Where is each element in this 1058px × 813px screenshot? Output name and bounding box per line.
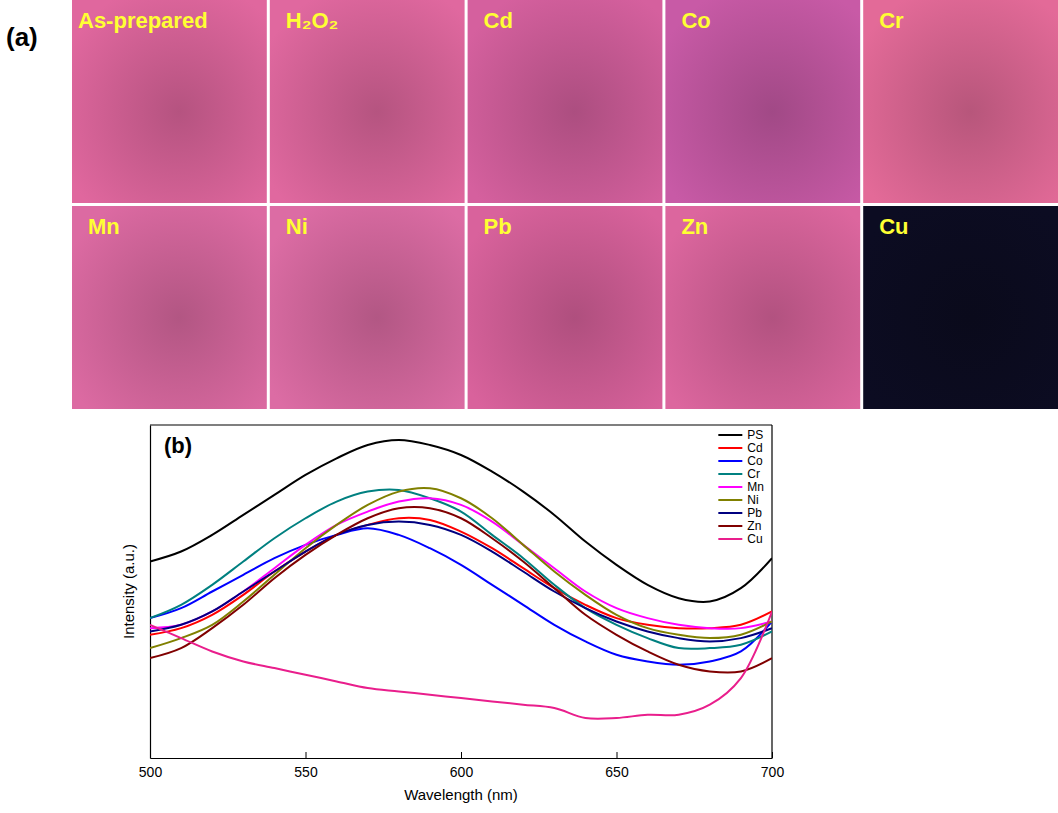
- legend-item: Cd: [718, 441, 762, 455]
- legend-label: Zn: [747, 519, 761, 533]
- photo-label: Ni: [286, 214, 308, 239]
- tick-mark: [461, 752, 462, 758]
- legend-label: Cu: [747, 532, 762, 546]
- legend-swatch: [718, 538, 742, 540]
- photo: [863, 206, 1058, 409]
- photo-tile: Ni: [270, 206, 465, 409]
- legend-swatch: [718, 486, 742, 488]
- legend-label: Ni: [747, 493, 758, 507]
- legend-label: PS: [747, 428, 763, 442]
- photo: [665, 0, 860, 203]
- legend-label: Co: [747, 454, 763, 468]
- tick: 650: [605, 752, 629, 780]
- series-line: [150, 611, 772, 718]
- panel-label: (a): [6, 22, 38, 52]
- photo-label: Cr: [879, 8, 904, 33]
- photo-label: Cu: [879, 214, 908, 239]
- tick-mark: [772, 752, 773, 758]
- tick: 700: [761, 752, 785, 780]
- legend-swatch: [718, 447, 742, 449]
- series-line: [150, 528, 772, 665]
- tick-label: 600: [450, 764, 474, 780]
- tick-label: 650: [605, 764, 629, 780]
- photo: [72, 0, 267, 203]
- photo: [270, 206, 465, 409]
- photo-label: Zn: [681, 214, 708, 239]
- legend-label: Cr: [747, 467, 760, 481]
- legend-label: Cd: [747, 441, 762, 455]
- tick-mark: [306, 752, 307, 758]
- y-axis: [150, 426, 151, 759]
- series-line: [150, 488, 772, 648]
- photo-tile: H₂O₂: [270, 0, 465, 203]
- tick-mark: [617, 752, 618, 758]
- axis-line: [150, 426, 151, 759]
- photo-label: H₂O₂: [286, 8, 339, 33]
- series-line: [150, 507, 772, 673]
- tick-label: 500: [139, 764, 163, 780]
- photo-label: Co: [681, 8, 710, 33]
- legend-item: Zn: [718, 519, 761, 533]
- photo-tile: Zn: [665, 206, 860, 409]
- legend-item: Co: [718, 454, 763, 468]
- photo-label: As-prepared: [78, 8, 208, 33]
- legend-item: Ni: [718, 493, 758, 507]
- legend-swatch: [718, 525, 742, 527]
- photo-label: Mn: [88, 214, 120, 239]
- legend-label: Pb: [747, 506, 762, 520]
- axis-line: [151, 758, 773, 759]
- legend-item: Cu: [718, 532, 762, 546]
- tick: 600: [450, 752, 474, 780]
- photo-grid: As-prepared H₂O₂ Cd Co Cr Mn Ni Pb Zn Cu: [72, 0, 1058, 409]
- photo-tile: Cr: [863, 0, 1058, 203]
- photo-tile: Cu: [863, 206, 1058, 409]
- photo: [270, 0, 465, 203]
- photo: [72, 206, 267, 409]
- legend-swatch: [718, 499, 742, 501]
- photo-tile: Pb: [468, 206, 663, 409]
- frame: [771, 425, 772, 758]
- photo-label: Pb: [484, 214, 512, 239]
- plot-lines: [150, 440, 772, 719]
- legend-label: Mn: [747, 480, 764, 494]
- legend-swatch: [718, 473, 742, 475]
- photo-tile: Co: [665, 0, 860, 203]
- legend-item: Cr: [718, 467, 760, 481]
- figure: (a)As-preparedH₂O₂CdCoCrMnNiPbZnCu500550…: [0, 0, 1058, 813]
- legend-swatch: [718, 512, 742, 514]
- series-line: [150, 522, 772, 642]
- photo: [468, 206, 663, 409]
- legend-item: PS: [718, 428, 763, 442]
- frame: [150, 424, 772, 425]
- photo-tile: Cd: [468, 0, 663, 203]
- legend-item: Mn: [718, 480, 764, 494]
- x-axis-title: Wavelength (nm): [404, 786, 518, 803]
- legend: PSCdCoCrMnNiPbZnCu: [718, 428, 764, 546]
- tick-label: 550: [294, 764, 318, 780]
- panel-label: (b): [164, 433, 192, 458]
- photo-tile: Mn: [72, 206, 267, 409]
- series-line: [150, 440, 772, 602]
- legend-item: Pb: [718, 506, 762, 520]
- series-line: [150, 489, 772, 648]
- photo: [468, 0, 663, 203]
- legend-swatch: [718, 460, 742, 462]
- legend-swatch: [718, 434, 742, 436]
- photo: [665, 206, 860, 409]
- photo: [863, 0, 1058, 203]
- y-axis-title: Intensity (a.u.): [120, 544, 137, 639]
- photo-label: Cd: [484, 8, 513, 33]
- photo-tile: As-prepared: [72, 0, 267, 203]
- chart: 500 550 600 650 700 Wavelength (nm) Intensity …: [120, 425, 784, 803]
- tick-label: 700: [761, 764, 785, 780]
- x-axis: 500 550 600 650 700: [139, 752, 785, 780]
- tick: 550: [294, 752, 318, 780]
